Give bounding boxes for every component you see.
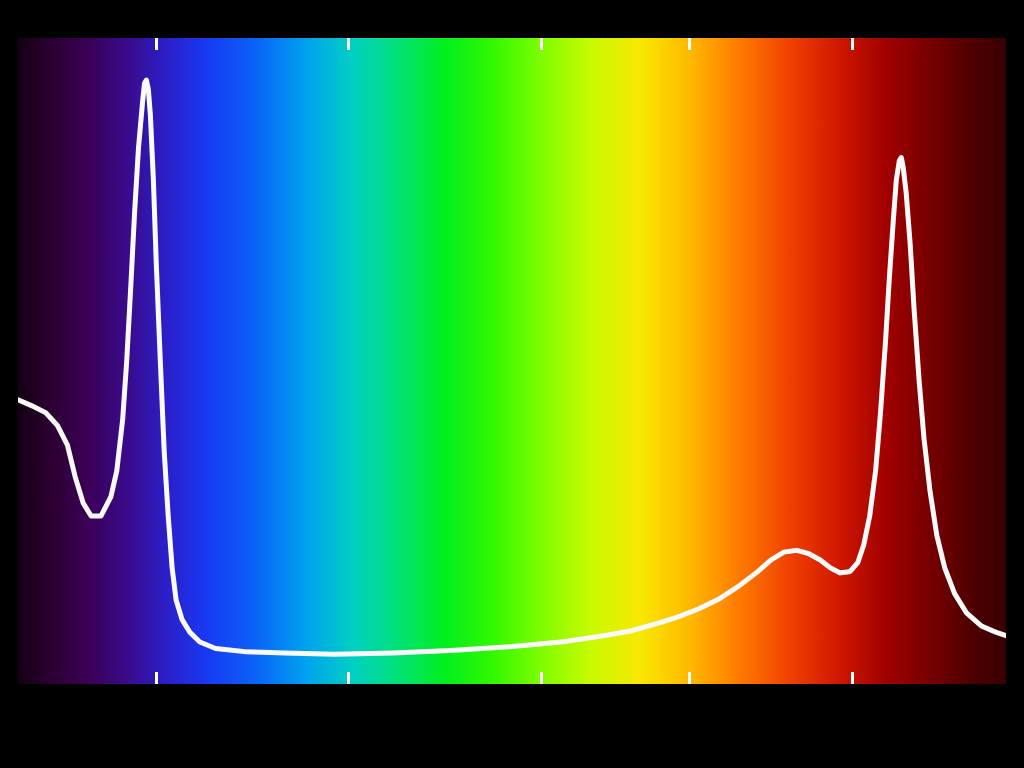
intensity-curve — [18, 38, 1006, 684]
spectrum-plot — [18, 38, 1006, 684]
